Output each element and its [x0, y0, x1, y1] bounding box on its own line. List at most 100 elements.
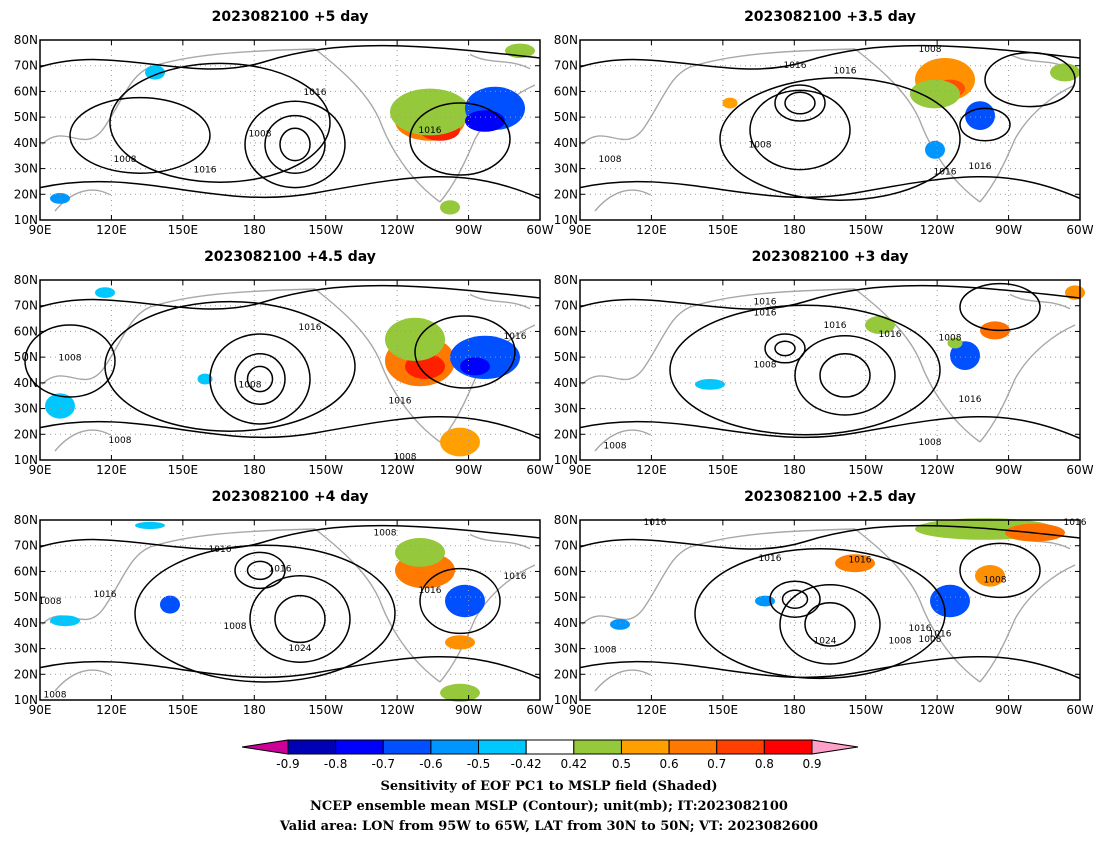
panel-title: 2023082100 +4 day — [212, 489, 369, 505]
panel-frame — [39, 279, 541, 461]
map-background — [40, 40, 540, 220]
shading-patch — [440, 683, 480, 702]
lon-tick-label: 180 — [243, 703, 266, 717]
colorbar-box — [716, 739, 765, 755]
contour-label: 1016 — [909, 624, 932, 634]
colorbar-label: -0.9 — [276, 757, 299, 771]
contour-label: 1016 — [419, 126, 442, 136]
isobar — [794, 335, 896, 416]
isobar — [24, 324, 116, 398]
lat-tick-label: 60N — [554, 564, 578, 578]
isobar — [69, 96, 211, 174]
lat-tick-label: 20N — [14, 187, 38, 201]
contour-label: 1008 — [114, 155, 137, 165]
coastline-segment — [314, 48, 441, 203]
contour-label: 1016 — [94, 590, 117, 600]
lon-tick-label: 120W — [920, 703, 955, 717]
isobar — [774, 84, 826, 122]
contour-label: 1008 — [984, 575, 1007, 585]
isobar — [774, 340, 796, 357]
coastlines — [41, 288, 536, 452]
lon-tick-label: 60W — [1066, 463, 1093, 477]
lon-tick-label: 90E — [569, 463, 592, 477]
map-panel-3: 1008 1016 1008 1008 1016 1008 1016 80N 70N 60N 50N… — [14, 249, 554, 477]
lat-tick-label: 30N — [554, 402, 578, 416]
contour-label: 1016 — [934, 167, 957, 177]
lon-tick-label: 150E — [708, 463, 739, 477]
isobar — [279, 127, 311, 162]
lat-tick-label: 40N — [554, 616, 578, 630]
contour-label: 1008 — [754, 361, 777, 371]
lon-tick-label: 150W — [848, 703, 883, 717]
map-panel-5: 1016 1016 1008 1016 1008 1016 1024 1016 1008 1008… — [14, 489, 554, 717]
colorbar-label: 0.9 — [802, 757, 821, 771]
panel-title: 2023082100 +4.5 day — [204, 249, 376, 265]
contour-label: 1008 — [599, 155, 622, 165]
mslp-contours — [579, 44, 1081, 201]
lat-tick-label: 70N — [14, 59, 38, 73]
isobar — [39, 176, 541, 200]
coastline-segment — [439, 324, 536, 443]
contour-label: 1008 — [919, 45, 942, 55]
lat-tick-label: 20N — [14, 667, 38, 681]
lat-tick-label: 50N — [554, 350, 578, 364]
isobar — [39, 44, 541, 70]
coastline-segment — [854, 288, 981, 443]
lat-tick-label: 80N — [554, 33, 578, 47]
isobar — [579, 524, 1081, 550]
contour-label: 1016 — [504, 332, 527, 342]
shading-patch — [925, 140, 945, 159]
map-panel-1: 1016 1008 1008 1016 1016 80N 70N 60N 50N 40N 30N 20… — [14, 9, 554, 237]
contour-label: 1008 — [44, 691, 67, 701]
contour-label: 1016 — [419, 586, 442, 596]
lon-tick-label: 120W — [920, 463, 955, 477]
lat-tick-label: 30N — [14, 402, 38, 416]
panel-frame — [579, 279, 1081, 461]
lat-tick-label: 50N — [14, 590, 38, 604]
shading-patch — [460, 357, 490, 376]
isobar — [959, 107, 1011, 142]
contour-label: 1016 — [834, 67, 857, 77]
coastline-segment — [581, 66, 691, 145]
coastline-segment — [979, 324, 1076, 443]
contour-label: 1016 — [209, 545, 232, 555]
lon-tick-label: 120E — [636, 223, 667, 237]
lat-tick-label: 40N — [554, 376, 578, 390]
coastline-segment — [149, 288, 316, 308]
contour-label: 1016 — [644, 518, 667, 528]
lat-tick-label: 70N — [14, 539, 38, 553]
lon-tick-label: 90E — [29, 223, 52, 237]
coastline-segment — [41, 66, 151, 145]
lat-tick-label: 20N — [14, 427, 38, 441]
panel-frame — [39, 519, 541, 701]
lat-tick-label: 70N — [554, 539, 578, 553]
isobar — [781, 589, 809, 609]
contour-label: 1016 — [759, 554, 782, 564]
isobar — [719, 77, 961, 201]
shading-patch — [135, 521, 165, 530]
contour-label: 1008 — [224, 622, 247, 632]
lon-tick-label: 180 — [783, 463, 806, 477]
shading-patch — [50, 615, 80, 627]
isobar — [419, 567, 501, 635]
shading-patch — [445, 635, 475, 650]
colorbar-label: 0.8 — [755, 757, 774, 771]
shading-patch — [145, 65, 165, 80]
colorbar-box — [620, 739, 670, 755]
coastline-segment — [149, 528, 316, 548]
lat-tick-label: 80N — [554, 273, 578, 287]
sensitivity-shading — [45, 287, 520, 457]
lat-tick-label: 80N — [554, 513, 578, 527]
contour-label: 1016 — [194, 166, 217, 176]
contour-label: 1016 — [929, 629, 952, 639]
lat-tick-label: 60N — [554, 84, 578, 98]
lon-tick-label: 150W — [848, 223, 883, 237]
lat-tick-label: 70N — [14, 299, 38, 313]
isobar — [669, 304, 941, 436]
colorbar-box — [763, 739, 813, 755]
